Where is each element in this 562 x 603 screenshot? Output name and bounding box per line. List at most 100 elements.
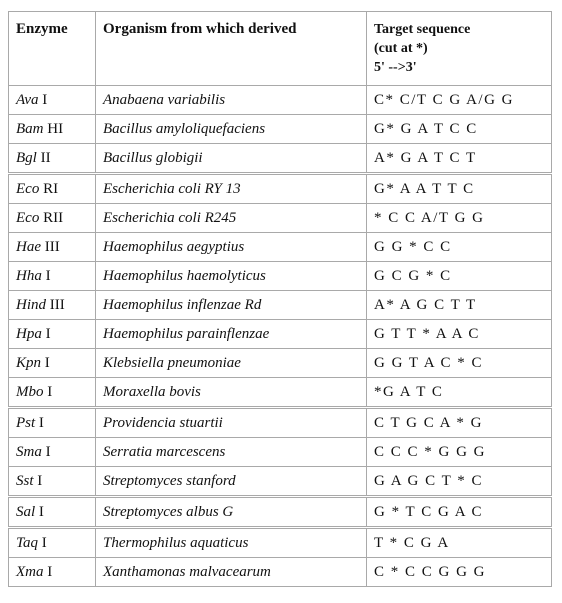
table-row: Mbo I Moraxella bovis *G A T C: [8, 377, 552, 408]
enzyme-numeral: I: [38, 92, 48, 108]
target-sequence-cell: G T T * A A C: [366, 319, 552, 349]
target-sequence-cell: C C C * G G G: [366, 437, 552, 467]
enzyme-genus: Taq: [16, 535, 38, 551]
organism-cell: Klebsiella pneumoniae: [95, 348, 367, 378]
table-row: Hae III Haemophilus aegyptius G G * C C: [8, 232, 552, 262]
enzyme-genus: Eco: [16, 181, 40, 197]
header-row: Enzyme Organism from which derived Targe…: [8, 11, 552, 86]
table-row: Hind III Haemophilus inflenzae Rd A* A G C…: [8, 290, 552, 320]
table-row: Taq I Thermophilus aquaticus T * C G A: [8, 526, 552, 558]
table-row: Eco RII Escherichia coli R245 * C C A/T G …: [8, 203, 552, 233]
target-sequence-cell: G* G A T C C: [366, 114, 552, 144]
header-organism: Organism from which derived: [95, 11, 367, 86]
organism-cell: Anabaena variabilis: [95, 85, 367, 115]
enzyme-cell: Eco RII: [8, 203, 96, 233]
table-row: Ava I Anabaena variabilis C* C/T C G A/G G: [8, 85, 552, 115]
target-sequence-cell: G C G * C: [366, 261, 552, 291]
table-body: Ava I Anabaena variabilis C* C/T C G A/G G…: [8, 85, 552, 587]
organism-cell: Haemophilus inflenzae Rd: [95, 290, 367, 320]
table-row: Sst I Streptomyces stanford G A G C T * C: [8, 466, 552, 497]
enzyme-numeral: I: [35, 415, 44, 431]
target-sequence-cell: G G T A C * C: [366, 348, 552, 378]
table-row: Bgl II Bacillus globigii A* G A T C T: [8, 143, 552, 174]
enzyme-numeral: I: [33, 473, 43, 489]
enzyme-numeral: I: [35, 504, 44, 520]
target-sequence-cell: G A G C T * C: [366, 466, 552, 497]
target-sequence-cell: *G A T C: [366, 377, 552, 408]
enzyme-cell: Sma I: [8, 437, 96, 467]
enzyme-genus: Hind: [16, 297, 46, 313]
organism-cell: Moraxella bovis: [95, 377, 367, 408]
enzyme-numeral: I: [41, 355, 50, 371]
organism-cell: Serratia marcescens: [95, 437, 367, 467]
table-row: Eco RI Escherichia coli RY 13 G* A A T T C: [8, 172, 552, 204]
enzyme-numeral: I: [37, 535, 47, 551]
enzyme-numeral: I: [41, 326, 51, 342]
organism-cell: Thermophilus aquaticus: [95, 526, 367, 558]
enzyme-genus: Sal: [16, 504, 36, 520]
target-sequence-cell: A* G A T C T: [366, 143, 552, 174]
enzyme-cell: Bam HI: [8, 114, 96, 144]
enzyme-numeral: I: [41, 444, 51, 460]
enzyme-numeral: I: [43, 384, 53, 400]
target-sequence-cell: C* C/T C G A/G G: [366, 85, 552, 115]
enzyme-cell: Pst I: [8, 406, 96, 438]
table-header: Enzyme Organism from which derived Targe…: [8, 11, 552, 86]
organism-cell: Escherichia coli RY 13: [95, 172, 367, 204]
header-target-line-3: 5' -->3': [374, 60, 417, 75]
enzyme-cell: Bgl II: [8, 143, 96, 174]
enzyme-numeral: II: [36, 150, 51, 166]
enzyme-cell: Xma I: [8, 557, 96, 587]
organism-cell: Haemophilus parainflenzae: [95, 319, 367, 349]
target-sequence-cell: T * C G A: [366, 526, 552, 558]
enzyme-numeral: RII: [39, 210, 64, 226]
enzyme-cell: Sal I: [8, 495, 96, 528]
enzyme-genus: Kpn: [16, 355, 42, 371]
target-sequence-cell: G G * C C: [366, 232, 552, 262]
target-sequence-cell: G * T C G A C: [366, 495, 552, 528]
organism-cell: Haemophilus haemolyticus: [95, 261, 367, 291]
enzyme-genus: Hpa: [16, 326, 42, 342]
enzyme-cell: Hae III: [8, 232, 96, 262]
enzyme-numeral: III: [46, 297, 65, 313]
enzyme-genus: Mbo: [16, 384, 44, 400]
enzyme-genus: Pst: [16, 415, 36, 431]
restriction-enzyme-table: Enzyme Organism from which derived Targe…: [8, 11, 552, 587]
enzyme-genus: Hae: [16, 239, 41, 255]
enzyme-genus: Hha: [16, 268, 42, 284]
enzyme-cell: Hpa I: [8, 319, 96, 349]
header-target-line-1: Target sequence: [374, 22, 471, 37]
organism-cell: Escherichia coli R245: [95, 203, 367, 233]
enzyme-cell: Eco RI: [8, 172, 96, 204]
organism-cell: Bacillus globigii: [95, 143, 367, 174]
table-row: Kpn I Klebsiella pneumoniae G G T A C * C: [8, 348, 552, 378]
table-row: Bam HI Bacillus amyloliquefaciens G* G A T…: [8, 114, 552, 144]
organism-cell: Streptomyces albus G: [95, 495, 367, 528]
enzyme-cell: Hha I: [8, 261, 96, 291]
table-row: Sma I Serratia marcescens C C C * G G G: [8, 437, 552, 467]
enzyme-cell: Mbo I: [8, 377, 96, 408]
header-target-line-2: (cut at *): [374, 41, 428, 56]
enzyme-cell: Sst I: [8, 466, 96, 497]
organism-cell: Bacillus amyloliquefaciens: [95, 114, 367, 144]
target-sequence-cell: * C C A/T G G: [366, 203, 552, 233]
enzyme-cell: Kpn I: [8, 348, 96, 378]
table-row: Pst I Providencia stuartii C T G C A * G: [8, 406, 552, 438]
enzyme-numeral: I: [43, 564, 53, 580]
enzyme-cell: Hind III: [8, 290, 96, 320]
enzyme-numeral: III: [41, 239, 60, 255]
organism-cell: Haemophilus aegyptius: [95, 232, 367, 262]
enzyme-genus: Eco: [16, 210, 40, 226]
enzyme-genus: Sst: [16, 473, 34, 489]
target-sequence-cell: C * C C G G G: [366, 557, 552, 587]
table-row: Hpa I Haemophilus parainflenzae G T T * A …: [8, 319, 552, 349]
target-sequence-cell: A* A G C T T: [366, 290, 552, 320]
enzyme-genus: Xma: [16, 564, 44, 580]
enzyme-numeral: RI: [39, 181, 59, 197]
target-sequence-cell: C T G C A * G: [366, 406, 552, 438]
enzyme-cell: Taq I: [8, 526, 96, 558]
enzyme-genus: Ava: [16, 92, 39, 108]
table-row: Xma I Xanthamonas malvacearum C * C C G G …: [8, 557, 552, 587]
